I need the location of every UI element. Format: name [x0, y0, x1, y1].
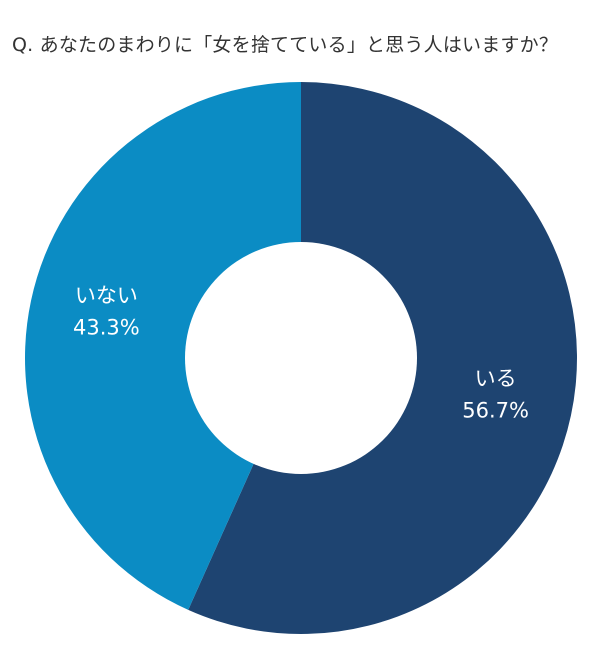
slice-name-label: いない [75, 283, 138, 307]
labels-group: いる 56.7% いない 43.3% [73, 283, 529, 422]
slice-value-label: 43.3% [73, 315, 140, 339]
slice-value-label: 56.7% [462, 399, 529, 423]
slice-inai [25, 82, 301, 610]
slice-name-label: いる [475, 367, 517, 391]
donut-hole [185, 242, 417, 474]
chart-title: Q. あなたのまわりに「女を捨てている」と思う人はいますか？ [12, 34, 559, 56]
